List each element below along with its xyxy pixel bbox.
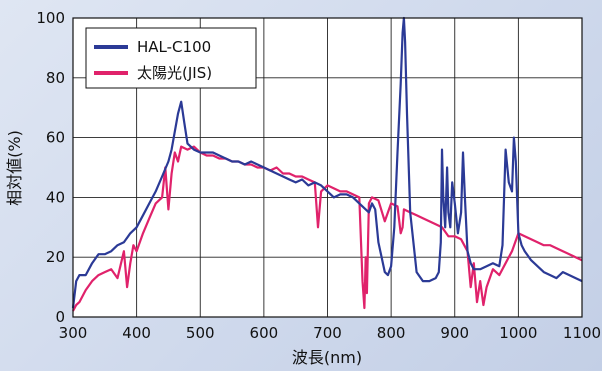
- legend-label-hal: HAL-C100: [137, 38, 211, 56]
- plot-frame: [72, 17, 583, 318]
- x-tick-label: 500: [186, 324, 215, 342]
- legend: HAL-C100 太陽光(JIS): [85, 27, 257, 89]
- y-tick-label: 100: [36, 9, 65, 27]
- y-tick-label: 60: [46, 129, 65, 147]
- x-tick-label: 1000: [499, 324, 537, 342]
- x-tick-label: 600: [250, 324, 279, 342]
- y-tick-label: 80: [46, 69, 65, 87]
- x-tick-label: 900: [440, 324, 469, 342]
- x-tick-label: 400: [122, 324, 151, 342]
- x-tick-label: 1100: [563, 324, 601, 342]
- series-line-hal: [71, 16, 583, 309]
- legend-label-solar: 太陽光(JIS): [137, 64, 212, 82]
- y-axis-label: 相対値(%): [5, 130, 24, 206]
- tick-labels: 300 400 500 600 700 800 900 1000 1100 0 20 40 60 80 10…: [36, 9, 601, 342]
- x-tick-label: 700: [313, 324, 342, 342]
- series-line-solar: [72, 145, 583, 312]
- legend-box: [85, 27, 257, 89]
- y-tick-label: 40: [46, 188, 65, 206]
- series-layer: [71, 16, 583, 312]
- y-tick-label: 0: [55, 308, 65, 326]
- x-axis-label: 波長(nm): [292, 348, 362, 367]
- y-tick-label: 20: [46, 248, 65, 266]
- x-tick-label: 800: [377, 324, 406, 342]
- x-tick-label: 300: [59, 324, 88, 342]
